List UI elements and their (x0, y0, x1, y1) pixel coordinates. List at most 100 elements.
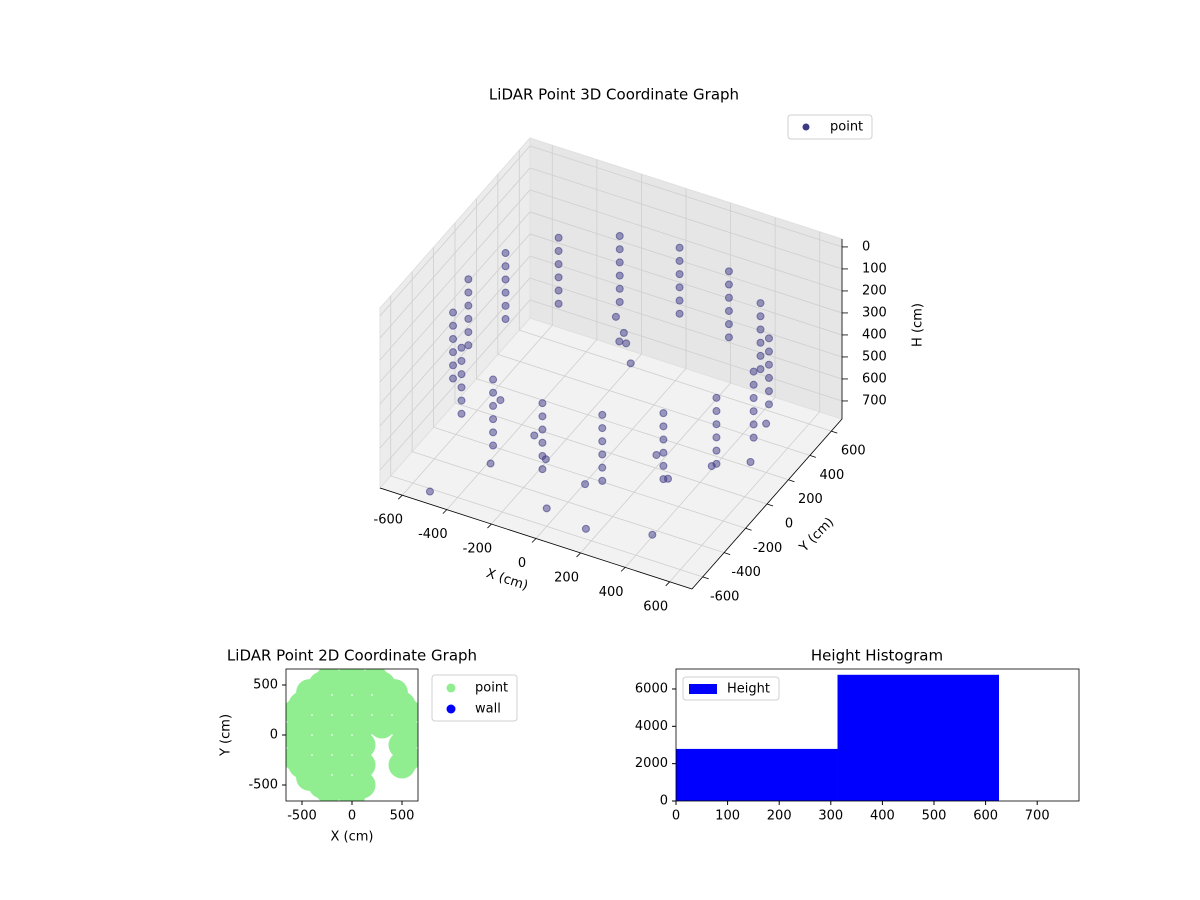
point (749, 407, 758, 416)
point (338, 781, 366, 801)
grid-line (476, 378, 789, 481)
point (464, 288, 473, 297)
tick-mark (665, 581, 670, 587)
point (659, 422, 668, 431)
point (615, 258, 624, 267)
chart-title: LiDAR Point 2D Coordinate Graph (227, 647, 477, 665)
point (724, 306, 733, 315)
y-tick-label: 0 (660, 794, 668, 809)
y-tick-label: 200 (798, 492, 823, 507)
point (538, 412, 547, 421)
point (764, 387, 773, 396)
point (457, 356, 466, 365)
point (659, 448, 668, 457)
grid-line (529, 255, 843, 358)
point (315, 776, 343, 801)
point (361, 669, 389, 694)
grid-line (379, 299, 531, 471)
point (746, 458, 755, 467)
y-tick-label: 500 (253, 678, 278, 693)
point (724, 267, 733, 276)
legend-label: Height (727, 682, 770, 697)
point (538, 425, 547, 434)
x-tick-label: 200 (767, 809, 792, 824)
point (724, 333, 733, 342)
z-tick-label: 500 (862, 349, 887, 364)
y-tick-label: -200 (753, 541, 783, 556)
axis-line (379, 487, 693, 590)
point (348, 711, 376, 739)
point (457, 383, 466, 392)
point (712, 446, 721, 455)
point (501, 249, 510, 258)
point (764, 400, 773, 409)
point (489, 415, 498, 424)
point (764, 334, 773, 343)
grid-line (379, 145, 531, 317)
point (615, 231, 624, 240)
tick-mark (702, 576, 709, 580)
point (393, 744, 418, 772)
point (393, 698, 418, 726)
grid-line (412, 451, 725, 553)
z-tick-label: 600 (862, 371, 887, 386)
point (457, 370, 466, 379)
point (615, 298, 624, 307)
legend-box (682, 676, 780, 701)
point (749, 380, 758, 389)
tick-mark (766, 503, 774, 507)
point (712, 407, 721, 416)
point (501, 288, 510, 297)
x-tick-label: 0 (518, 556, 526, 571)
point (464, 301, 473, 310)
y-tick-label: 400 (819, 468, 844, 483)
legend-patch (689, 684, 717, 694)
grid-line (379, 167, 531, 339)
point (449, 308, 458, 317)
y-tick-label: 600 (841, 444, 866, 459)
point (652, 450, 661, 459)
point (554, 299, 563, 308)
x-tick-label: 500 (390, 809, 415, 824)
y-tick-label: -600 (710, 589, 740, 604)
tick-mark (724, 552, 731, 555)
point (464, 275, 473, 284)
tick-mark (745, 527, 752, 531)
point (675, 256, 684, 265)
point (328, 711, 356, 739)
point (554, 246, 563, 255)
point (457, 396, 466, 405)
tick-mark (620, 567, 626, 572)
point (764, 360, 773, 369)
point (615, 271, 624, 280)
point (501, 301, 510, 310)
x-tick-label: 600 (973, 809, 998, 824)
point (328, 691, 356, 719)
legend-box (787, 114, 873, 140)
point (598, 424, 607, 433)
point (581, 480, 590, 489)
point (538, 465, 547, 474)
tick-mark (442, 509, 448, 514)
y-tick-label: 6000 (635, 681, 668, 696)
point (712, 433, 721, 442)
point (457, 409, 466, 418)
point (449, 361, 458, 370)
chart-title: LiDAR Point 3D Coordinate Graph (489, 86, 739, 104)
z-tick-label: 400 (862, 327, 887, 342)
x-tick-label: 0 (672, 809, 680, 824)
point (764, 373, 773, 382)
grid-line (529, 211, 843, 314)
point (296, 679, 324, 707)
axes-frame (675, 668, 1080, 802)
legend-label: wall (475, 702, 501, 717)
point (675, 296, 684, 305)
point (541, 455, 550, 464)
point (538, 438, 547, 447)
point (615, 284, 624, 293)
point (308, 731, 336, 759)
grid-line (497, 354, 810, 456)
point (756, 365, 765, 374)
point (707, 462, 716, 471)
point (764, 347, 773, 356)
